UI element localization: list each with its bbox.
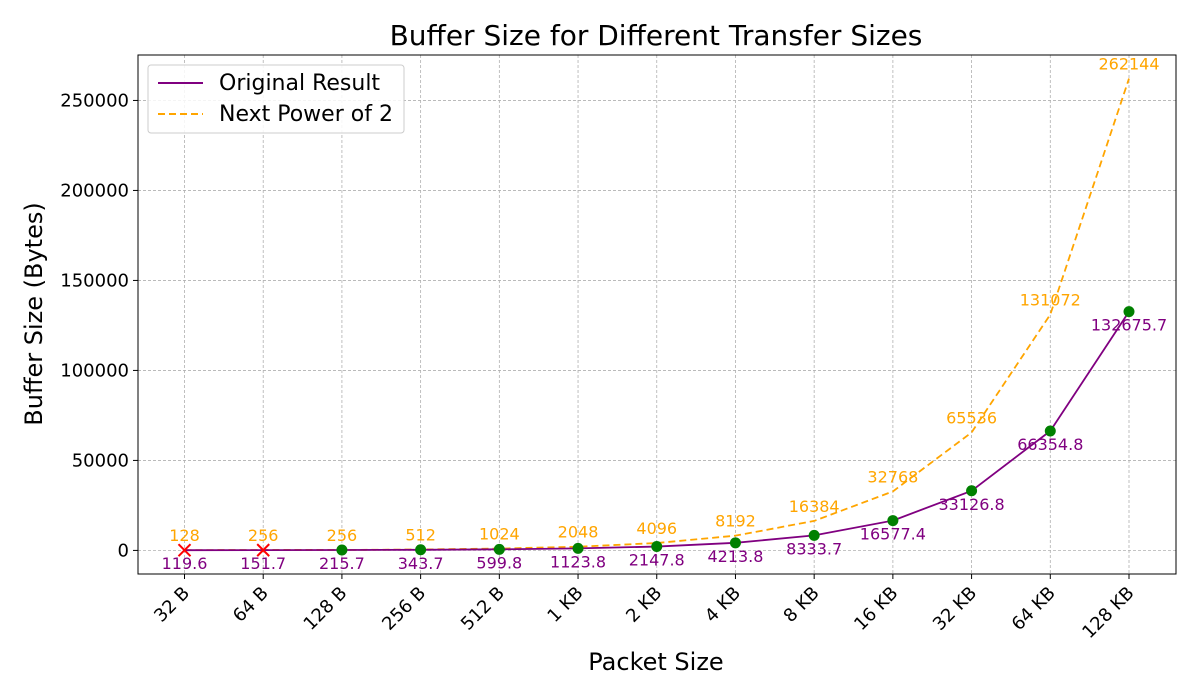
ok-marker — [1044, 425, 1056, 437]
y-axis-ticks: 0 50000 100000 150000 200000 250000 — [60, 90, 138, 561]
data-label-next-power-of-2: 256 — [327, 526, 358, 545]
data-label-original-result: 215.7 — [319, 554, 365, 573]
fail-marker-stroke — [177, 543, 192, 557]
y-tick-label: 100000 — [60, 360, 129, 381]
x-tick-label: 8 KB — [780, 583, 824, 627]
fail-marker — [256, 543, 270, 557]
x-tick-label: 32 KB — [929, 583, 981, 635]
data-label-next-power-of-2: 65536 — [946, 408, 997, 427]
data-label-original-result: 33126.8 — [938, 495, 1004, 514]
x-tick-label: 64 B — [229, 583, 273, 627]
data-label-next-power-of-2: 512 — [405, 525, 436, 544]
legend: Original Result Next Power of 2 — [147, 64, 405, 134]
ok-marker — [572, 542, 584, 554]
y-axis-title: Buffer Size (Bytes) — [20, 202, 48, 425]
data-label-next-power-of-2: 8192 — [715, 512, 756, 531]
data-label-original-result: 119.6 — [162, 554, 208, 573]
data-label-original-result: 4213.8 — [707, 547, 763, 566]
data-label-original-result: 151.7 — [240, 554, 286, 573]
chart-title: Buffer Size for Different Transfer Sizes — [390, 19, 923, 52]
y-tick-label: 0 — [118, 540, 129, 561]
y-tick-label: 150000 — [60, 270, 129, 291]
ok-marker — [336, 544, 348, 556]
x-tick-label: 32 B — [150, 583, 194, 627]
legend-box — [147, 64, 405, 134]
x-tick-label: 128 B — [300, 583, 352, 635]
x-tick-label: 512 B — [457, 583, 509, 635]
x-tick-label: 4 KB — [701, 583, 745, 627]
ok-marker — [887, 515, 899, 527]
data-label-original-result: 1123.8 — [550, 552, 606, 571]
y-tick-label: 200000 — [60, 180, 129, 201]
data-label-next-power-of-2: 256 — [248, 526, 279, 545]
x-tick-label: 16 KB — [850, 583, 902, 635]
x-tick-label: 256 B — [378, 583, 430, 635]
series — [177, 78, 1135, 557]
data-label-original-result: 2147.8 — [629, 551, 685, 570]
data-label-next-power-of-2: 131072 — [1020, 291, 1081, 310]
y-tick-label: 50000 — [72, 450, 129, 471]
fail-marker-stroke — [256, 543, 270, 557]
ok-marker — [966, 485, 978, 497]
data-labels: 128 256 256 512 1024 2048 4096 8192 16384 32768 65… — [162, 55, 1168, 574]
data-label-next-power-of-2: 32768 — [867, 467, 918, 486]
legend-label-next-power-of-2: Next Power of 2 — [219, 102, 393, 127]
data-label-next-power-of-2: 128 — [169, 526, 200, 545]
data-label-original-result: 16577.4 — [860, 525, 926, 544]
data-label-next-power-of-2: 4096 — [636, 519, 677, 538]
legend-label-original-result: Original Result — [219, 71, 380, 96]
ok-marker — [1123, 306, 1135, 318]
x-axis-title: Packet Size — [588, 648, 723, 676]
x-tick-label: 1 KB — [544, 583, 588, 627]
x-axis-ticks: 32 B 64 B 128 B 256 B 512 B 1 KB 2 KB 4 KB 8 KB 1… — [150, 574, 1139, 643]
fail-marker — [177, 543, 192, 557]
x-tick-label: 128 KB — [1078, 583, 1138, 643]
data-label-next-power-of-2: 2048 — [558, 523, 599, 542]
x-tick-label: 64 KB — [1008, 583, 1060, 635]
ok-marker — [415, 544, 427, 556]
y-tick-label: 250000 — [60, 90, 129, 111]
ok-marker — [651, 541, 663, 553]
data-label-original-result: 132675.7 — [1091, 316, 1167, 335]
data-label-next-power-of-2: 16384 — [789, 497, 840, 516]
data-label-original-result: 343.7 — [398, 554, 444, 573]
ok-marker — [808, 529, 820, 541]
ok-marker — [729, 537, 741, 549]
ok-marker — [493, 543, 505, 555]
data-label-next-power-of-2: 262144 — [1098, 55, 1159, 74]
data-label-original-result: 599.8 — [476, 553, 522, 572]
x-tick-label: 2 KB — [622, 583, 666, 627]
data-label-next-power-of-2: 1024 — [479, 525, 520, 544]
data-label-original-result: 8333.7 — [786, 539, 842, 558]
data-label-original-result: 66354.8 — [1017, 435, 1083, 454]
